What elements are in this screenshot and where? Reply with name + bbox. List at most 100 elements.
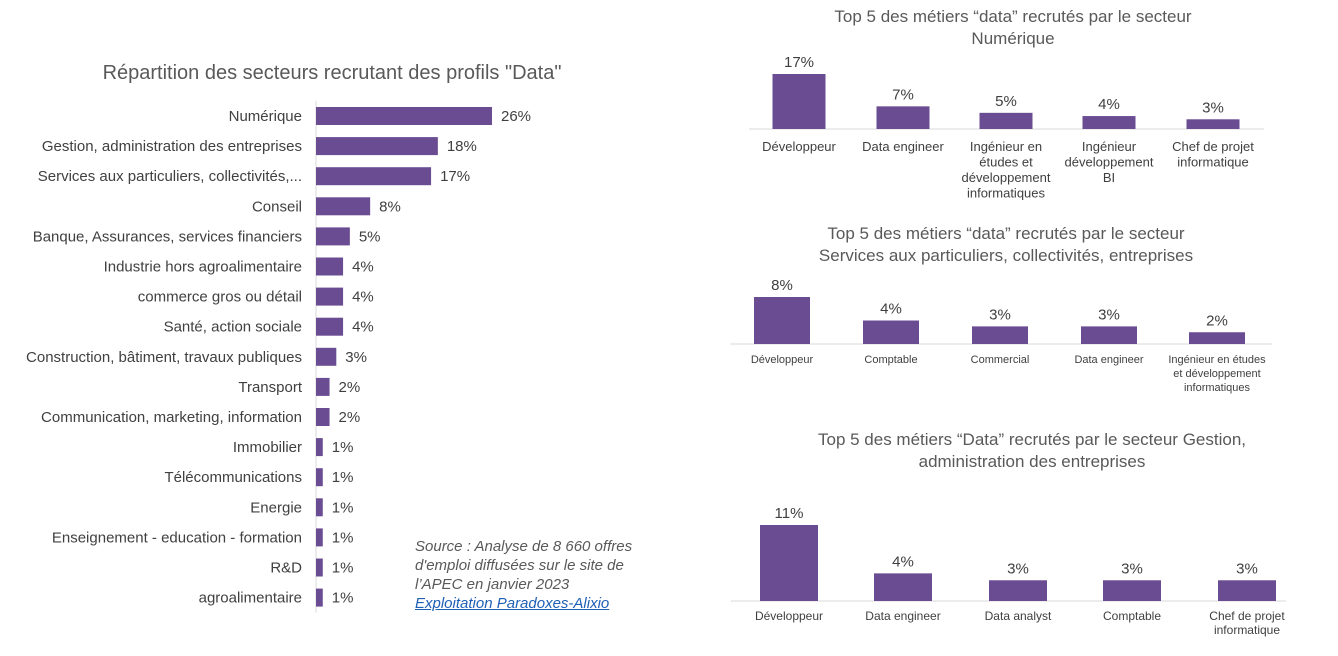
sector-value-label: 2%	[339, 379, 361, 396]
sector-value-label: 26%	[501, 108, 531, 125]
numerique-chart-title-line: Top 5 des métiers “data” recrutés par le…	[834, 7, 1191, 26]
services-chart-category-label: Commercial	[971, 354, 1030, 366]
services-chart-value-label: 4%	[880, 301, 902, 318]
sector-bar	[316, 588, 323, 607]
sector-label: Construction, bâtiment, travaux publique…	[26, 349, 302, 366]
sector-bar	[316, 197, 371, 216]
numerique-chart-bar	[876, 106, 930, 129]
numerique-chart-value-label: 4%	[1098, 96, 1120, 113]
sector-bar	[316, 558, 323, 577]
sector-value-label: 4%	[352, 259, 374, 276]
sector-label: Numérique	[229, 108, 302, 125]
sector-bar	[316, 137, 438, 156]
gestion-chart-bar	[1103, 580, 1161, 601]
gestion-chart-value-label: 3%	[1236, 560, 1258, 577]
gestion-chart-bar	[760, 525, 818, 601]
source-line-1: Source : Analyse de 8 660 offres	[415, 538, 633, 555]
sector-value-label: 17%	[440, 168, 470, 185]
sector-label: Gestion, administration des entreprises	[42, 138, 302, 155]
services-chart-category-label: Développeur	[751, 354, 814, 366]
gestion-chart-value-label: 3%	[1007, 560, 1029, 577]
sector-value-label: 4%	[352, 289, 374, 306]
sector-value-label: 1%	[332, 439, 354, 456]
numerique-chart-value-label: 7%	[892, 86, 914, 103]
sector-value-label: 1%	[332, 590, 354, 607]
numerique-chart-value-label: 17%	[784, 54, 814, 71]
sector-label: agroalimentaire	[199, 590, 302, 607]
sector-value-label: 3%	[345, 349, 367, 366]
sector-label: Industrie hors agroalimentaire	[104, 259, 302, 276]
source-note: Source : Analyse de 8 660 offres d'emplo…	[415, 537, 665, 613]
sector-label: Transport	[238, 379, 302, 396]
sector-bar	[316, 227, 350, 246]
numerique-chart-category-label: Ingénieur	[1082, 139, 1137, 154]
sector-value-label: 5%	[359, 228, 381, 245]
services-chart-value-label: 2%	[1206, 312, 1228, 329]
main-chart-title: Répartition des secteurs recrutant des p…	[103, 62, 562, 84]
sector-label: Santé, action sociale	[164, 319, 302, 336]
sector-label: Conseil	[252, 198, 302, 215]
sector-bar	[316, 528, 323, 547]
sector-bar	[316, 257, 344, 276]
numerique-chart-category-label: BI	[1103, 170, 1115, 185]
numerique-chart-bar	[1186, 119, 1240, 129]
gestion-chart-bar	[874, 573, 932, 601]
services-chart-value-label: 3%	[989, 306, 1011, 323]
services-chart-category-label: et développement	[1173, 368, 1260, 380]
sector-bar	[316, 408, 330, 426]
sector-label: Services aux particuliers, collectivités…	[38, 168, 302, 185]
gestion-chart-bar	[1218, 580, 1276, 601]
sector-value-label: 8%	[379, 198, 401, 215]
services-chart-value-label: 3%	[1098, 306, 1120, 323]
numerique-chart-category-label: études et	[979, 155, 1033, 170]
sector-bar	[316, 498, 323, 517]
sector-label: Immobilier	[233, 439, 302, 456]
services-chart-value-label: 8%	[771, 277, 793, 294]
gestion-chart-category-label: Chef de projet	[1209, 609, 1285, 623]
services-chart-category-label: Ingénieur en études	[1168, 354, 1266, 366]
source-line-2: d'emploi diffusées sur le site de	[415, 557, 624, 574]
sector-bar	[316, 468, 323, 487]
services-chart-category-label: informatiques	[1184, 382, 1251, 394]
numerique-chart-title-line: Numérique	[971, 29, 1054, 48]
numerique-chart-bar	[772, 74, 826, 129]
numerique-chart-value-label: 5%	[995, 93, 1017, 110]
services-chart-bar	[754, 297, 810, 344]
numerique-chart-bar	[1082, 116, 1136, 129]
gestion-chart-title-line: administration des entreprises	[919, 452, 1146, 471]
sector-value-label: 1%	[332, 469, 354, 486]
services-chart-bar	[863, 320, 919, 344]
numerique-chart-category-label: Développeur	[762, 139, 836, 154]
sector-value-label: 1%	[332, 560, 354, 577]
numerique-chart-category-label: développement	[962, 170, 1051, 185]
gestion-chart-category-label: Comptable	[1103, 609, 1161, 623]
numerique-chart-category-label: développement	[1065, 155, 1154, 170]
services-chart-category-label: Comptable	[864, 354, 917, 366]
numerique-chart-category-label: Data engineer	[862, 139, 944, 154]
sector-value-label: 1%	[332, 529, 354, 546]
sector-label: R&D	[270, 560, 302, 577]
sector-bar	[316, 377, 330, 396]
source-link[interactable]: Exploitation Paradoxes-Alixio	[415, 595, 610, 612]
gestion-chart-title-line: Top 5 des métiers “Data” recrutés par le…	[818, 430, 1246, 449]
gestion-chart-category-label: Data analyst	[985, 609, 1052, 623]
gestion-chart-category-label: Data engineer	[865, 609, 940, 623]
sector-label: Enseignement - education - formation	[52, 529, 302, 546]
sector-label: Télécommunications	[164, 469, 302, 486]
gestion-chart-category-label: informatique	[1214, 623, 1280, 637]
sector-value-label: 2%	[339, 409, 361, 426]
sector-value-label: 18%	[447, 138, 477, 155]
sector-bar	[316, 107, 492, 125]
services-chart-bar	[1081, 326, 1137, 344]
sector-value-label: 4%	[352, 319, 374, 336]
sector-label: Energie	[250, 499, 302, 516]
services-chart-bar	[1189, 332, 1245, 344]
gestion-chart-value-label: 3%	[1121, 560, 1143, 577]
numerique-chart-category-label: Ingénieur en	[970, 139, 1042, 154]
source-line-3: l’APEC en janvier 2023	[415, 576, 570, 593]
numerique-chart-category-label: informatique	[1177, 155, 1249, 170]
sector-label: commerce gros ou détail	[138, 289, 302, 306]
numerique-chart-value-label: 3%	[1202, 99, 1224, 116]
gestion-chart-value-label: 11%	[775, 505, 804, 522]
